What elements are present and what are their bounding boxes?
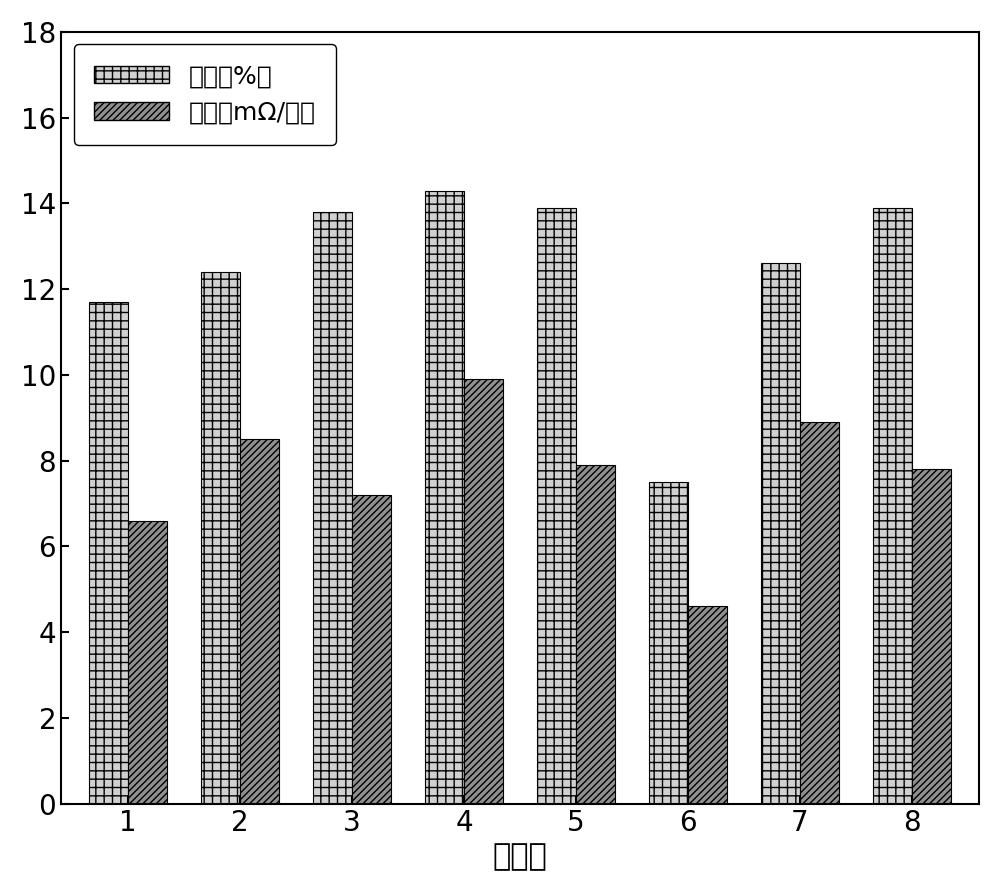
Bar — [240, 439, 279, 804]
Bar — [425, 191, 464, 804]
Bar — [128, 521, 167, 804]
Bar — [313, 212, 352, 804]
Bar — [537, 208, 576, 804]
Bar — [576, 465, 615, 804]
Bar — [873, 208, 912, 804]
X-axis label: 对比例: 对比例 — [493, 842, 547, 871]
Bar — [201, 272, 240, 804]
Legend: 失重（%）, 方阵（mΩ/口）: 失重（%）, 方阵（mΩ/口） — [74, 45, 336, 145]
Bar — [800, 422, 839, 804]
Bar — [761, 263, 800, 804]
Bar — [912, 469, 951, 804]
Bar — [649, 482, 688, 804]
Bar — [352, 495, 391, 804]
Bar — [688, 607, 727, 804]
Bar — [464, 379, 503, 804]
Bar — [89, 302, 128, 804]
